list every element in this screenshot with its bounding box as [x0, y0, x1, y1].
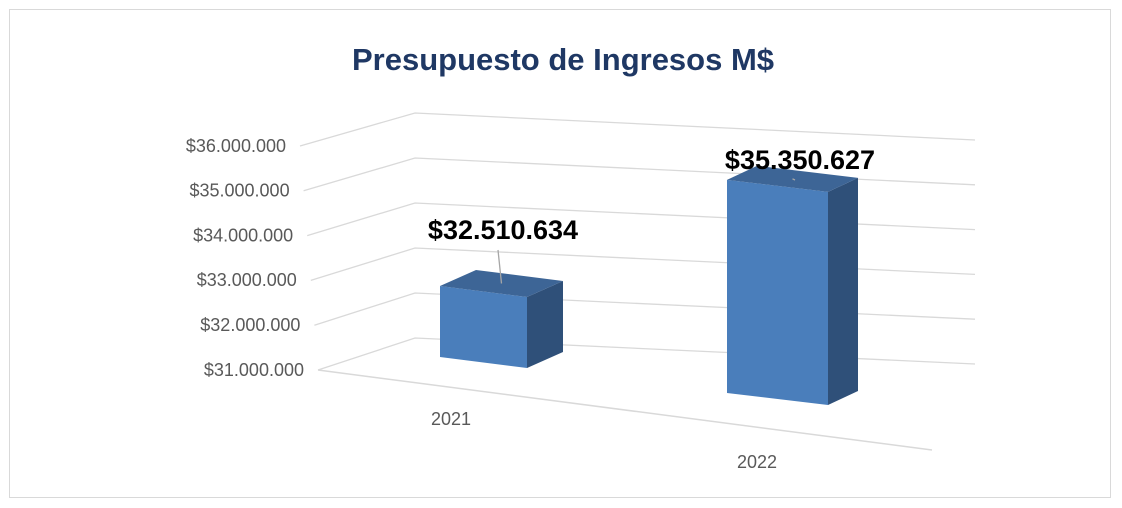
bar-front — [727, 179, 828, 405]
x-tick-label: 2021 — [431, 409, 471, 429]
value-label: $35.350.627 — [725, 145, 875, 175]
value-label: $32.510.634 — [428, 215, 578, 245]
bar — [440, 270, 563, 368]
grid-line — [299, 112, 976, 147]
chart-title: Presupuesto de Ingresos M$ — [352, 42, 774, 77]
leader-line — [497, 249, 503, 284]
floor-edge — [317, 369, 933, 451]
y-tick-label: $32.000.000 — [200, 315, 300, 335]
bar-side — [527, 281, 563, 368]
leader-line — [792, 178, 796, 181]
y-tick-label: $36.000.000 — [186, 136, 286, 156]
y-tick-label: $31.000.000 — [204, 360, 304, 380]
bar-side — [828, 177, 858, 405]
x-tick-label: 2022 — [737, 452, 777, 472]
y-tick-label: $34.000.000 — [193, 225, 293, 245]
bar-front — [440, 286, 527, 368]
chart-frame — [9, 9, 1111, 498]
bar — [727, 165, 858, 405]
y-tick-label: $35.000.000 — [189, 181, 289, 201]
y-tick-label: $33.000.000 — [197, 270, 297, 290]
